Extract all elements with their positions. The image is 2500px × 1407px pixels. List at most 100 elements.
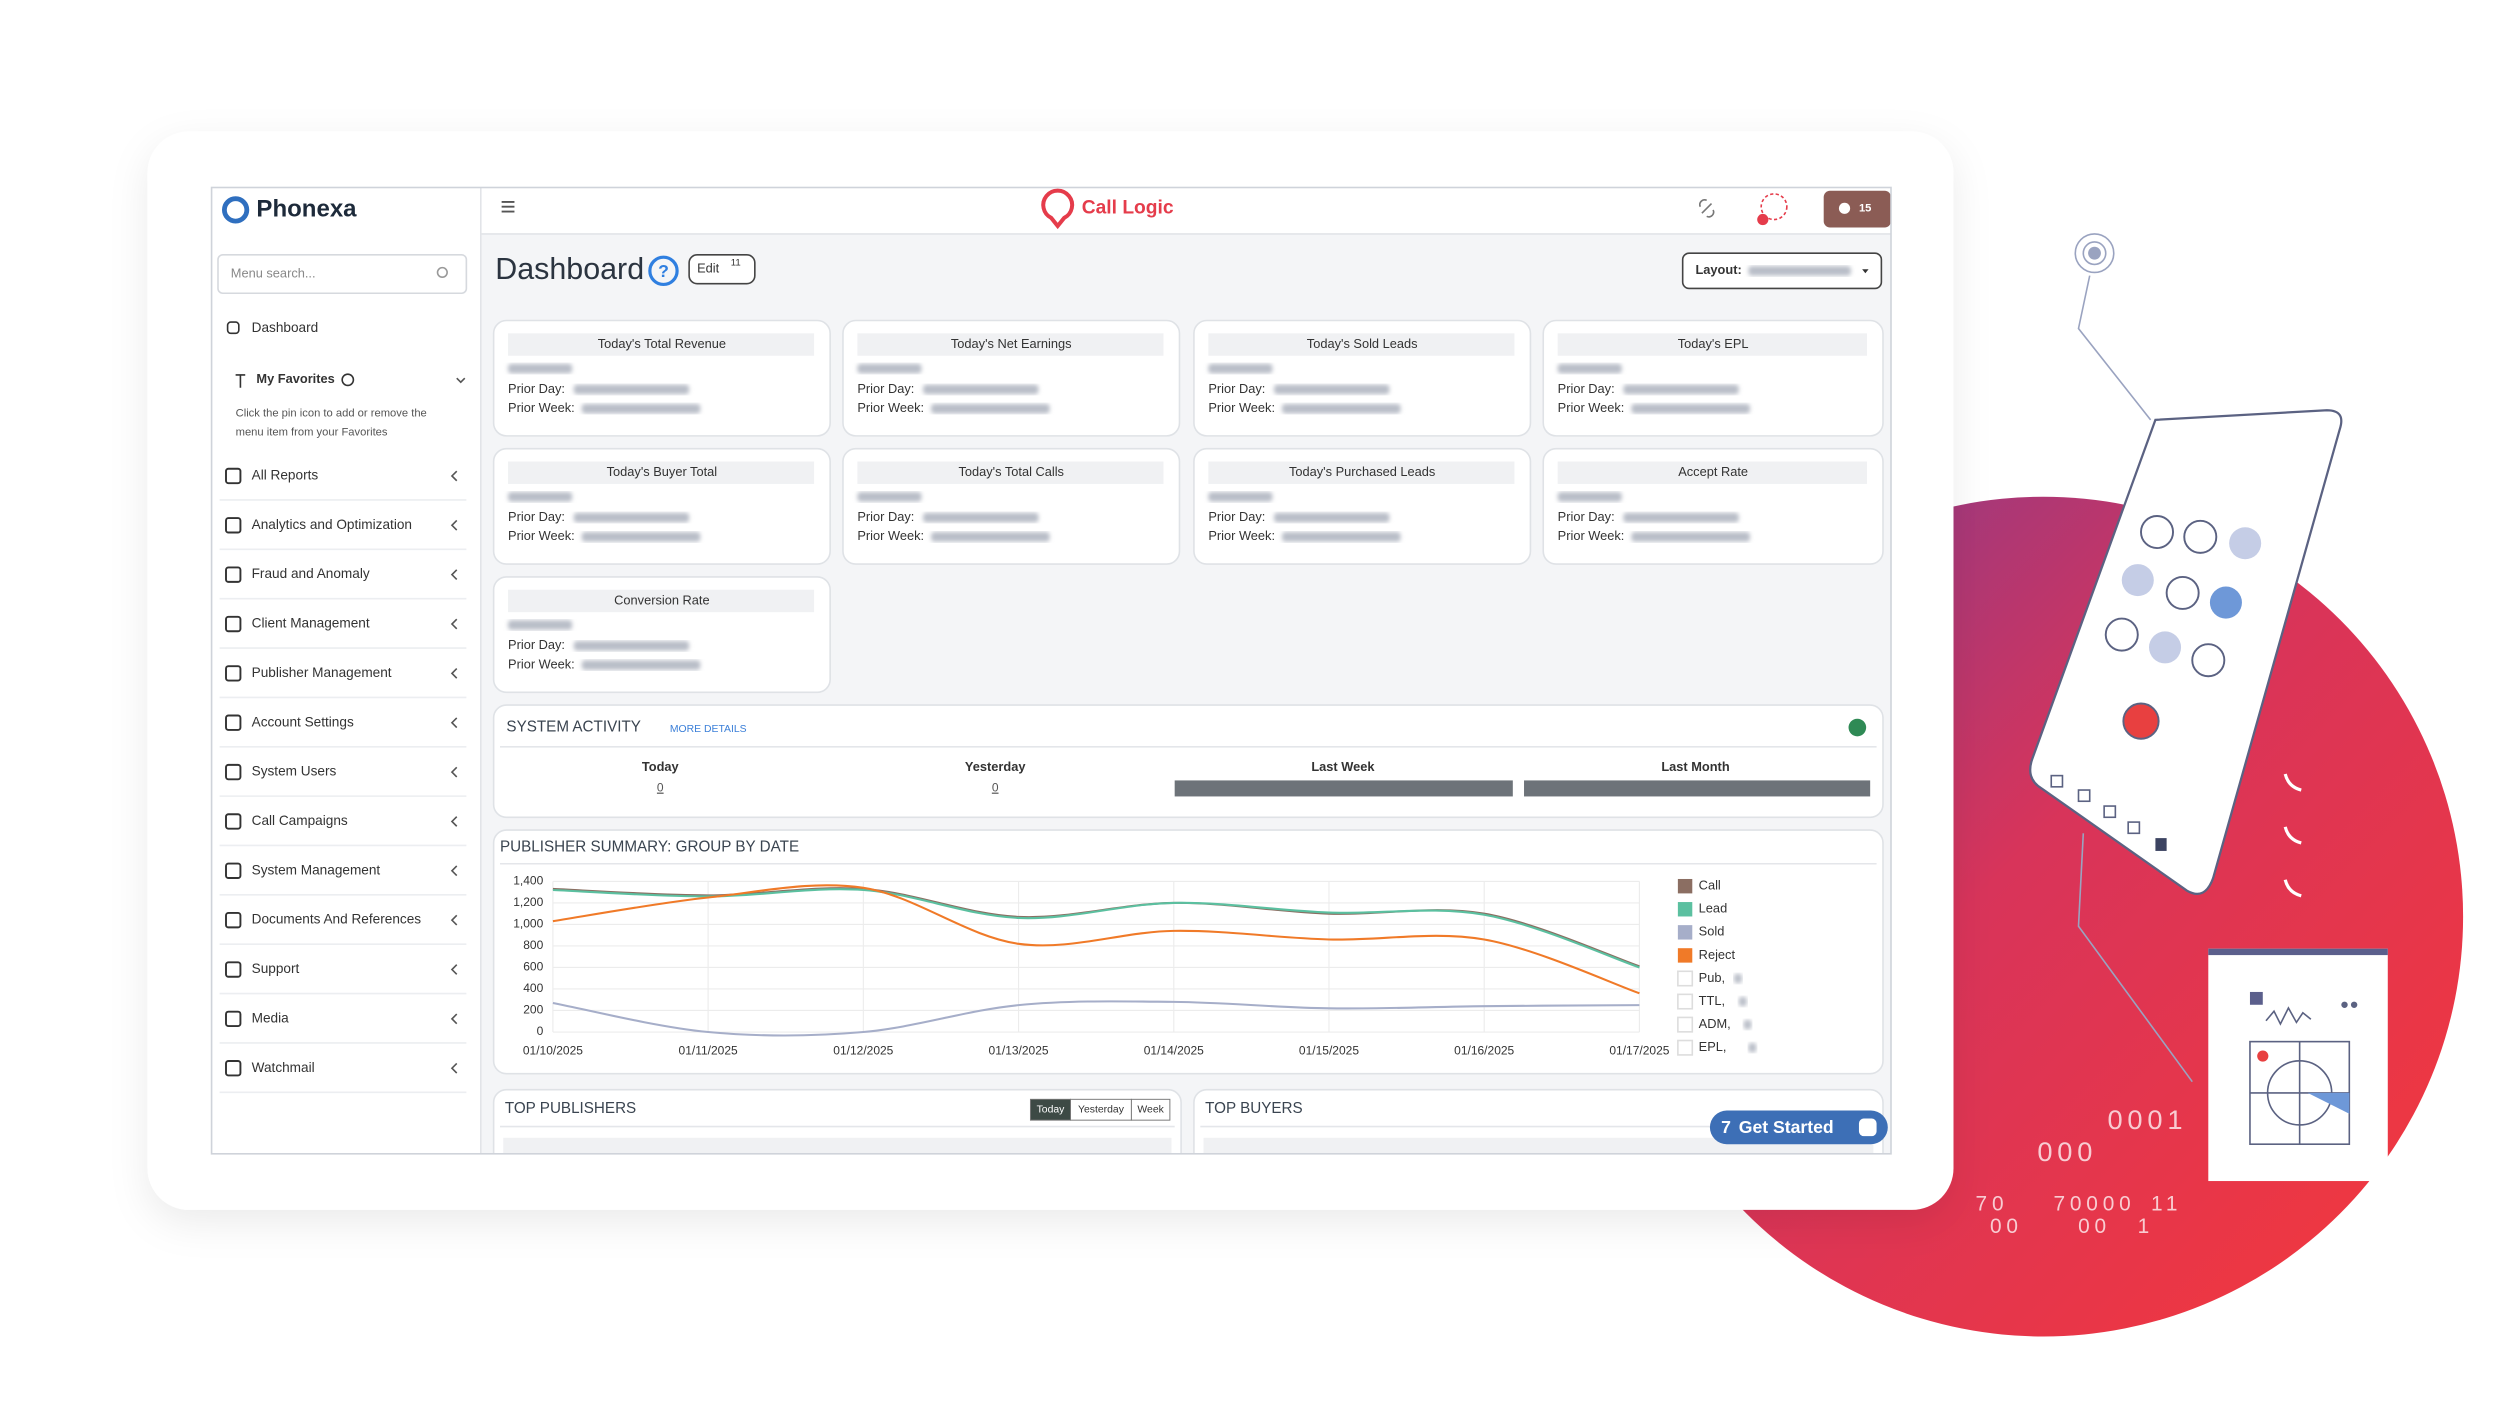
legend-swatch[interactable] [1677,878,1693,894]
kpi-title-bar [508,461,815,484]
kpi-prior-day: Prior Day: [508,509,565,524]
activity-bar [1524,780,1871,797]
kpi-title-bar [1557,333,1867,356]
menu-item[interactable]: System Users [252,764,337,779]
menu-item[interactable]: Watchmail [252,1060,315,1075]
notifications-icon [1838,202,1851,214]
publisher-summary-panel [492,829,1884,1075]
avatar[interactable] [1760,193,1788,221]
kpi-title: Conversion Rate [614,592,709,607]
menu-item[interactable]: Dashboard [252,320,319,335]
help-button[interactable] [648,255,679,287]
refresh-button[interactable] [1848,718,1867,737]
layout-label: Layout: [1695,262,1741,277]
legend-swatch[interactable] [1677,902,1693,917]
menu-icon [225,1010,242,1028]
decor-numbers: 0001 000 70 70000 11 00 00 1 [1976,1104,2183,1238]
legend-label: EPL, [1699,1039,1727,1054]
activity-value[interactable]: 0 [992,781,999,795]
chevron [456,377,466,384]
blurred-value [1282,403,1401,414]
blurred-value [1623,384,1739,395]
help-glyph: ? [658,261,669,281]
blurred-value [573,384,690,395]
decor-number: 70 [1976,1193,2009,1216]
menu-search[interactable] [217,253,468,295]
more-details-link[interactable]: MORE DETAILS [670,724,747,735]
menu-search-placeholder: Menu search... [231,265,316,280]
menu-item[interactable]: Media [252,1010,289,1025]
chevron [450,964,458,975]
x-tick-label: 01/16/2025 [1454,1043,1514,1057]
kpi-title-bar [508,589,815,613]
pin-icon [235,374,246,388]
kpi-prior-week: Prior Week: [1558,528,1625,543]
menu-item[interactable]: All Reports [252,468,319,483]
activity-label: Yesterday [965,759,1026,774]
get-started-button[interactable] [1709,1110,1888,1145]
kpi-prior-week: Prior Week: [857,400,924,415]
tab-label: Today [1037,1104,1066,1115]
link-icon[interactable] [1699,199,1715,218]
blurred-value [573,512,690,523]
blurred-value [1623,512,1739,523]
x-tick-label: 01/11/2025 [679,1043,738,1057]
tab-button[interactable] [1130,1098,1171,1121]
decor-number: 00 [1990,1215,2023,1238]
legend-swatch [1677,1016,1694,1033]
menu-item[interactable]: Fraud and Anomaly [252,566,370,581]
menu-item[interactable]: Documents And References [252,912,422,927]
favorites-hint: menu item from your Favorites [236,427,388,439]
menu-item[interactable]: System Management [252,862,381,877]
legend-label: ADM, [1699,1016,1731,1031]
tab-label: Yesterday [1078,1104,1125,1115]
avatar-dot [1757,213,1769,226]
activity-label: Today [642,759,680,774]
menu-item[interactable]: Analytics and Optimization [252,517,412,532]
menu-item[interactable]: Call Campaigns [252,813,348,828]
menu-item[interactable]: Support [252,961,300,976]
chevron [450,717,458,729]
legend-label: Reject [1699,947,1736,962]
kpi-title: Today's Net Earnings [951,336,1072,351]
decor-number: 000 [2037,1136,2097,1167]
legend-swatch [1677,993,1694,1010]
blurred-value [508,363,573,374]
legend-swatch[interactable] [1677,925,1693,940]
y-tick-label: 1,200 [513,895,543,909]
blurred-value [1282,532,1401,542]
menu-item[interactable]: Publisher Management [252,665,392,680]
legend-label: Sold [1699,924,1725,939]
blurred-value [931,532,1050,542]
menu-icon [225,665,242,682]
app-border [210,186,1892,1155]
blurred-value [1733,973,1742,984]
blurred-value [1738,996,1747,1007]
edit-button[interactable] [688,253,756,285]
activity-value[interactable]: 0 [657,781,664,795]
menu-icon [225,1060,242,1077]
app-logo [1041,188,1075,230]
notifications-button[interactable] [1823,190,1892,228]
blurred-value [1631,532,1750,542]
chevron [450,470,458,482]
kpi-prior-week: Prior Week: [1208,528,1275,543]
legend-swatch[interactable] [1677,948,1693,963]
blurred-value [1274,512,1390,523]
decor-number: 11 [2151,1193,2182,1216]
blurred-value [1208,363,1273,374]
menu-item[interactable]: Account Settings [252,714,354,729]
kpi-prior-week: Prior Week: [508,528,575,543]
blurred-value [581,660,701,670]
kpi-title-bar [1557,461,1867,484]
legend-label: Call [1699,878,1721,893]
blurred-value [1557,491,1622,502]
blurred-value [1274,384,1390,395]
menu-icon [225,763,242,781]
menu-item[interactable]: Client Management [252,616,370,631]
kpi-title: Today's Purchased Leads [1289,464,1435,479]
legend-swatch [1677,970,1694,987]
menu-toggle[interactable] [501,200,515,213]
kpi-prior-day: Prior Day: [857,381,914,396]
table-header [1203,1137,1874,1154]
